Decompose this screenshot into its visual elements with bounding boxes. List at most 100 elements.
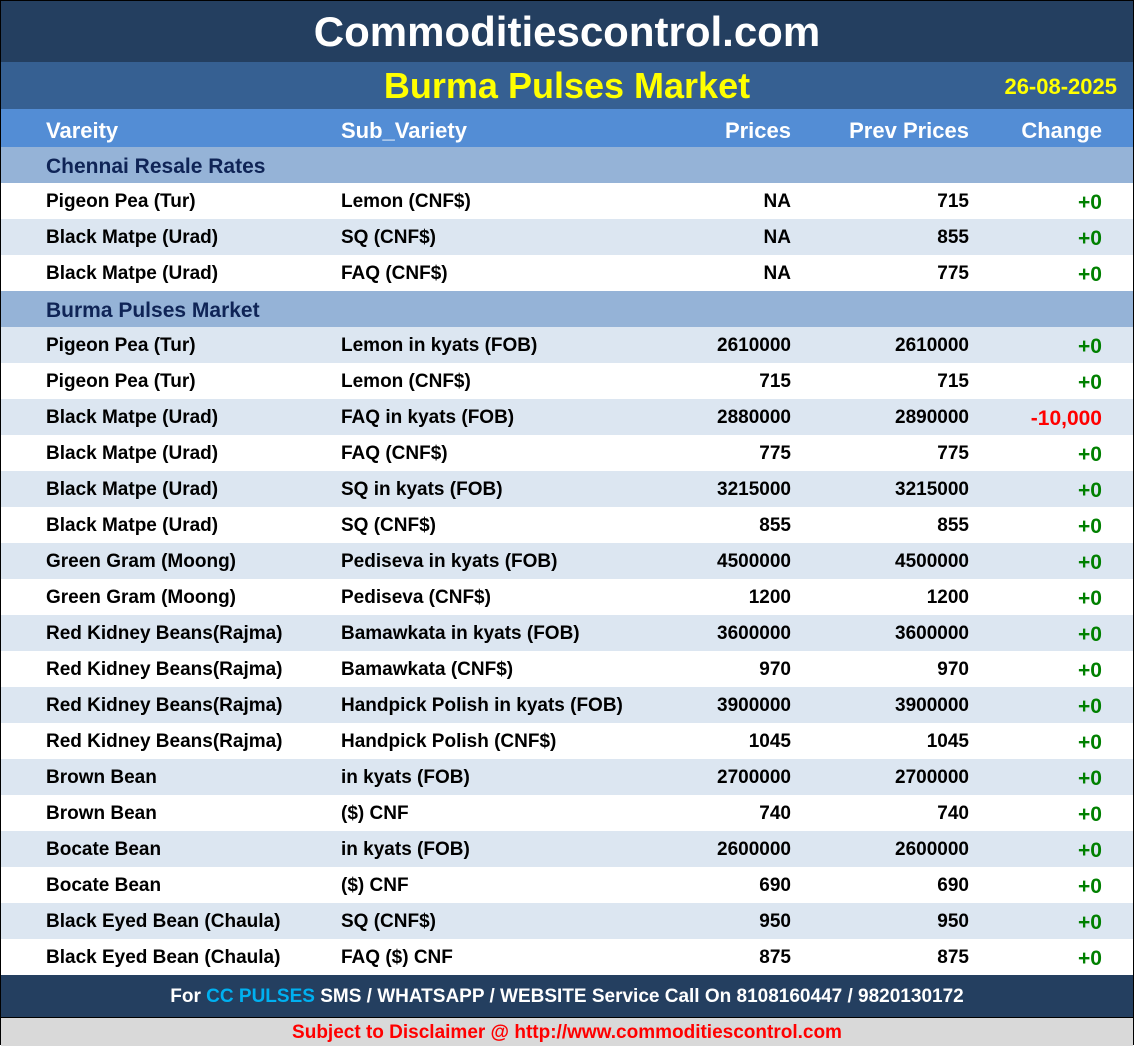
change-cell: +0 xyxy=(1078,911,1102,934)
variety-cell: Black Eyed Bean (Chaula) xyxy=(46,947,281,968)
price-cell: 2600000 xyxy=(717,839,791,860)
table-row: Green Gram (Moong) Pediseva in kyats (FOB… xyxy=(1,543,1133,579)
change-cell: +0 xyxy=(1078,479,1102,502)
prev-price-cell: 4500000 xyxy=(895,551,969,572)
sub-variety-cell: in kyats (FOB) xyxy=(341,839,470,860)
prev-price-cell: 715 xyxy=(937,371,969,392)
prev-price-cell: 2600000 xyxy=(895,839,969,860)
prev-price-cell: 775 xyxy=(937,263,969,284)
sub-variety-cell: SQ (CNF$) xyxy=(341,911,436,932)
price-cell: 875 xyxy=(759,947,791,968)
variety-cell: Bocate Bean xyxy=(46,875,162,896)
change-cell: -10,000 xyxy=(1030,407,1102,430)
sub-variety-cell: Bamawkata in kyats (FOB) xyxy=(341,623,580,644)
disclaimer: Subject to Disclaimer @ http://www.commo… xyxy=(1,1017,1133,1046)
change-cell: +0 xyxy=(1078,443,1102,466)
table-row: Black Matpe (Urad) FAQ (CNF$) NA 775 +0 xyxy=(1,255,1133,291)
change-cell: +0 xyxy=(1078,263,1102,286)
variety-cell: Black Matpe (Urad) xyxy=(46,407,219,428)
price-cell: 1200 xyxy=(748,587,791,608)
table-row: Bocate Bean in kyats (FOB) 2600000 2600000 +… xyxy=(1,831,1133,867)
price-cell: 3600000 xyxy=(717,623,791,644)
variety-cell: Pigeon Pea (Tur) xyxy=(46,335,196,356)
price-cell: 2880000 xyxy=(717,407,791,428)
change-cell: +0 xyxy=(1078,623,1102,646)
table-row: Brown Bean in kyats (FOB) 2700000 2700000 +0 xyxy=(1,759,1133,795)
market-header: Burma Pulses Market 26-08-2025 xyxy=(1,62,1133,109)
price-cell: 855 xyxy=(759,515,791,536)
prev-price-cell: 855 xyxy=(937,515,969,536)
price-cell: NA xyxy=(763,191,791,212)
change-cell: +0 xyxy=(1078,587,1102,610)
change-cell: +0 xyxy=(1078,659,1102,682)
change-cell: +0 xyxy=(1078,371,1102,394)
table-row: Brown Bean ($) CNF 740 740 +0 xyxy=(1,795,1133,831)
section-title: Chennai Resale Rates xyxy=(46,155,266,178)
prev-price-cell: 715 xyxy=(937,191,969,212)
variety-cell: Black Matpe (Urad) xyxy=(46,479,219,500)
variety-cell: Black Matpe (Urad) xyxy=(46,515,219,536)
variety-cell: Bocate Bean xyxy=(46,839,162,860)
table-row: Black Matpe (Urad) FAQ (CNF$) 775 775 +0 xyxy=(1,435,1133,471)
prev-price-cell: 3900000 xyxy=(895,695,969,716)
variety-cell: Black Matpe (Urad) xyxy=(46,263,219,284)
section-header: Chennai Resale Rates xyxy=(1,147,1133,183)
variety-cell: Red Kidney Beans(Rajma) xyxy=(46,659,283,680)
change-cell: +0 xyxy=(1078,947,1102,970)
table-row: Black Eyed Bean (Chaula) FAQ ($) CNF 875 87… xyxy=(1,939,1133,975)
variety-cell: Black Matpe (Urad) xyxy=(46,227,219,248)
footer-contact: For CC PULSES SMS / WHATSAPP / WEBSITE S… xyxy=(1,975,1133,1017)
header-prices: Prices xyxy=(724,118,791,143)
change-cell: +0 xyxy=(1078,695,1102,718)
variety-cell: Black Matpe (Urad) xyxy=(46,443,219,464)
sub-variety-cell: in kyats (FOB) xyxy=(341,767,470,788)
footer-highlight: CC PULSES xyxy=(206,986,315,1007)
variety-cell: Brown Bean xyxy=(46,767,157,788)
sub-variety-cell: Bamawkata (CNF$) xyxy=(341,659,514,680)
table-row: Black Matpe (Urad) FAQ in kyats (FOB) 2880… xyxy=(1,399,1133,435)
prev-price-cell: 855 xyxy=(937,227,969,248)
table-row: Pigeon Pea (Tur) Lemon (CNF$) NA 715 +0 xyxy=(1,183,1133,219)
sub-variety-cell: Pediseva (CNF$) xyxy=(341,587,491,608)
column-headers: Vareity Sub_Variety Prices Prev Prices C… xyxy=(1,109,1133,147)
change-cell: +0 xyxy=(1078,515,1102,538)
price-cell: 970 xyxy=(759,659,791,680)
variety-cell: Pigeon Pea (Tur) xyxy=(46,371,196,392)
price-cell: 1045 xyxy=(748,731,791,752)
variety-cell: Red Kidney Beans(Rajma) xyxy=(46,623,283,644)
change-cell: +0 xyxy=(1078,335,1102,358)
variety-cell: Green Gram (Moong) xyxy=(46,551,237,572)
sub-variety-cell: SQ (CNF$) xyxy=(341,227,436,248)
section-title: Burma Pulses Market xyxy=(46,299,260,322)
change-cell: +0 xyxy=(1078,767,1102,790)
variety-cell: Brown Bean xyxy=(46,803,157,824)
prev-price-cell: 740 xyxy=(937,803,969,824)
variety-cell: Red Kidney Beans(Rajma) xyxy=(46,695,283,716)
table-row: Bocate Bean ($) CNF 690 690 +0 xyxy=(1,867,1133,903)
prev-price-cell: 690 xyxy=(937,875,969,896)
price-cell: 950 xyxy=(759,911,791,932)
sub-variety-cell: FAQ in kyats (FOB) xyxy=(341,407,515,428)
price-cell: 740 xyxy=(759,803,791,824)
change-cell: +0 xyxy=(1078,731,1102,754)
prev-price-cell: 875 xyxy=(937,947,969,968)
price-cell: NA xyxy=(763,263,791,284)
header-prev-prices: Prev Prices xyxy=(849,118,969,143)
change-cell: +0 xyxy=(1078,875,1102,898)
price-cell: 690 xyxy=(759,875,791,896)
sub-variety-cell: Handpick Polish (CNF$) xyxy=(341,731,557,752)
prev-price-cell: 2700000 xyxy=(895,767,969,788)
prev-price-cell: 775 xyxy=(937,443,969,464)
price-cell: 775 xyxy=(759,443,791,464)
table-row: Pigeon Pea (Tur) Lemon in kyats (FOB) 2610… xyxy=(1,327,1133,363)
variety-cell: Black Eyed Bean (Chaula) xyxy=(46,911,281,932)
sub-variety-cell: FAQ (CNF$) xyxy=(341,263,448,284)
sub-variety-cell: Lemon (CNF$) xyxy=(341,371,471,392)
prev-price-cell: 3215000 xyxy=(895,479,969,500)
sub-variety-cell: Lemon (CNF$) xyxy=(341,191,471,212)
header-variety: Vareity xyxy=(46,118,119,143)
price-cell: 3900000 xyxy=(717,695,791,716)
sub-variety-cell: FAQ ($) CNF xyxy=(341,947,453,968)
price-cell: 715 xyxy=(759,371,791,392)
